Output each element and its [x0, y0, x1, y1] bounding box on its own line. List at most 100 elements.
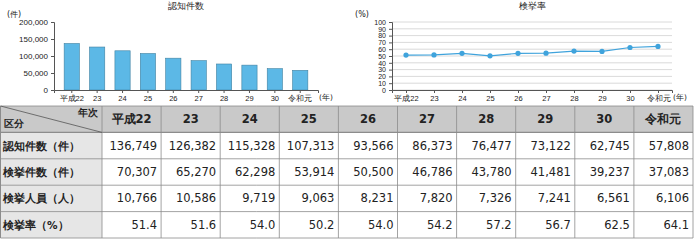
tick-mark: [389, 36, 392, 37]
bar: [140, 54, 155, 90]
tick-mark: [51, 39, 54, 40]
tick: 24: [118, 90, 126, 103]
y-axis: 0102030405060708090100: [374, 19, 392, 94]
tick-mark: [51, 56, 54, 57]
axis-line: [51, 23, 55, 91]
grid-line: [392, 42, 672, 43]
tick-label: 24: [458, 94, 466, 103]
tick: 40: [378, 60, 392, 67]
tick-mark: [122, 90, 123, 93]
grid: [392, 22, 672, 90]
cell: 37,083: [649, 165, 689, 179]
tick-mark: [389, 90, 392, 91]
chart-title: 検挙率: [519, 1, 546, 11]
table-rule: [1, 132, 694, 133]
table-rule: [515, 106, 516, 238]
tick: 60: [378, 46, 392, 53]
tick-label: 150,000: [19, 35, 48, 44]
tick-mark: [602, 90, 603, 93]
tick-mark: [462, 90, 463, 93]
line: [406, 46, 658, 55]
table-rule: [1, 211, 694, 212]
tick-mark: [71, 90, 72, 93]
tick-label: 28: [570, 94, 578, 103]
bar: [90, 47, 105, 90]
table-rule: [693, 106, 694, 238]
cell: 126,382: [169, 139, 217, 153]
cell: 65,270: [176, 165, 216, 179]
cell: 43,780: [471, 165, 511, 179]
tick-mark: [51, 90, 54, 91]
tick-mark: [406, 90, 407, 93]
row-header: 検挙率（%）: [2, 219, 69, 232]
tick: 50: [378, 53, 392, 60]
tick-label: 10: [378, 80, 386, 87]
marker: [543, 51, 548, 56]
tick-label: 平成22: [60, 94, 84, 103]
cell: 7,326: [479, 191, 512, 205]
cell: 39,237: [590, 165, 630, 179]
tick: 150,000: [19, 35, 54, 44]
tick: 27: [542, 90, 550, 103]
tick-label: 90: [378, 26, 386, 33]
page: 認知件数(件)050,000100,000150,000200,000平成222…: [0, 0, 694, 239]
tick: 令和元: [647, 90, 671, 103]
table-rule: [279, 106, 280, 238]
tick-label: 40: [378, 60, 386, 67]
marks: [64, 44, 308, 90]
tick-label: 令和元: [288, 94, 312, 103]
tick-mark: [274, 90, 275, 93]
grid-line: [392, 22, 672, 23]
tick-mark: [434, 90, 435, 93]
cell: 86,373: [412, 139, 452, 153]
tick-mark: [173, 90, 174, 93]
tick: 200,000: [19, 18, 54, 27]
tick-label: 100: [374, 19, 386, 26]
table-rule: [397, 106, 398, 238]
cell: 54.0: [250, 218, 276, 232]
cell: 53,914: [294, 165, 334, 179]
tick-label: 23: [430, 94, 438, 103]
tick: 27: [195, 90, 203, 103]
x-axis: 平成222324252627282930令和元: [55, 90, 319, 103]
marker: [571, 49, 576, 54]
tick: 10: [378, 80, 392, 87]
table-rule: [220, 106, 221, 238]
cell: 62,298: [235, 165, 275, 179]
grid-line: [392, 76, 672, 77]
tick-mark: [224, 90, 225, 93]
tick-mark: [389, 83, 392, 84]
tick: 30: [271, 90, 279, 103]
corner-bottom: 区分: [4, 118, 25, 129]
tick-label: 29: [598, 94, 606, 103]
bar: [242, 65, 257, 90]
tick: 0: [382, 87, 392, 94]
column-header: 28: [478, 112, 494, 126]
tick: 30: [626, 90, 634, 103]
tick-label: 20: [378, 73, 386, 80]
column-header: 30: [596, 112, 612, 126]
cell: 51.4: [131, 218, 157, 232]
tick: 90: [378, 26, 392, 33]
tick-mark: [658, 90, 659, 93]
cell: 56.7: [545, 218, 571, 232]
tick: 100,000: [19, 52, 54, 61]
tick-label: 29: [245, 94, 253, 103]
tick-label: 28: [220, 94, 228, 103]
axis-line: [393, 91, 673, 94]
corner-diagonal: [1, 106, 103, 132]
marker: [515, 51, 520, 56]
x-axis-label: (年): [319, 93, 333, 102]
cell: 70,307: [117, 165, 157, 179]
tick-label: 60: [378, 46, 386, 53]
tick: 26: [169, 90, 177, 103]
chart: 検挙率(%)0102030405060708090100平成2223242526…: [355, 1, 687, 103]
cell: 10,586: [176, 191, 216, 205]
cell: 57.2: [486, 218, 512, 232]
tick: 26: [514, 90, 522, 103]
tick: 50,000: [24, 69, 54, 78]
cell: 46,786: [412, 165, 452, 179]
y-axis: 050,000100,000150,000200,000: [19, 18, 54, 95]
tick-mark: [389, 76, 392, 77]
cell: 93,566: [353, 139, 393, 153]
